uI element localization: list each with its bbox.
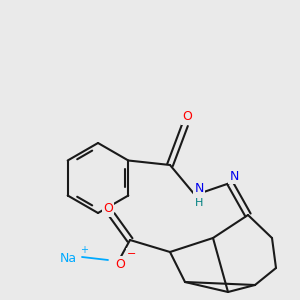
Text: O: O [182, 110, 192, 124]
Text: −: − [127, 249, 137, 259]
Text: O: O [115, 257, 125, 271]
Text: N: N [194, 182, 204, 194]
Text: H: H [195, 198, 203, 208]
Text: +: + [80, 245, 88, 255]
Text: N: N [229, 169, 239, 182]
Text: O: O [103, 202, 113, 215]
Text: Na: Na [59, 251, 76, 265]
